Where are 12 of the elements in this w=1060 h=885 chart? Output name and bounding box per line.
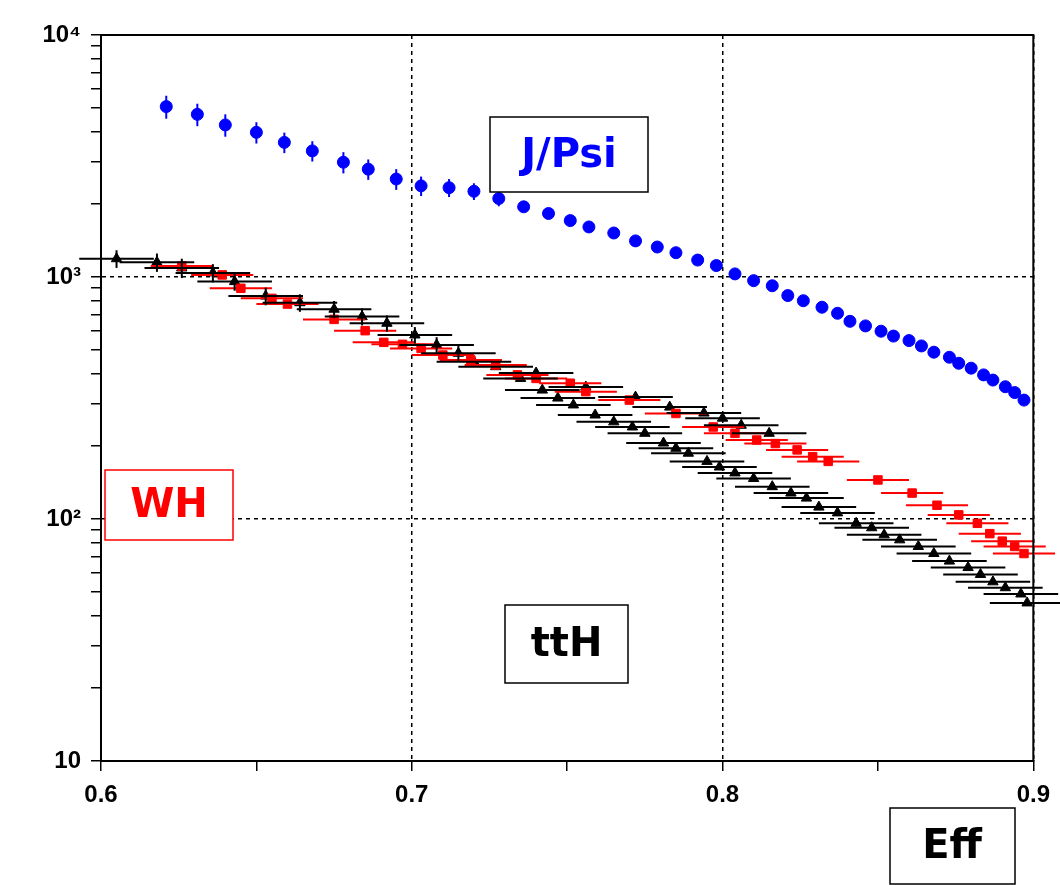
x-axis-title: Eff <box>922 821 983 868</box>
x-tick-label: 0.6 <box>84 780 118 808</box>
x-tick-label: 0.7 <box>395 780 429 808</box>
y-tick-label: 10³ <box>46 261 82 289</box>
y-tick-label: 10⁴ <box>42 19 81 47</box>
text: WH <box>130 480 208 527</box>
series-label: J/Psi <box>518 129 617 176</box>
text: ttH <box>530 619 603 666</box>
x-tick-label: 0.8 <box>705 780 740 808</box>
y-tick-label: 10 <box>54 745 81 773</box>
x-tick-label: 0.9 <box>1016 780 1051 808</box>
y-tick-label: 10² <box>46 503 82 531</box>
